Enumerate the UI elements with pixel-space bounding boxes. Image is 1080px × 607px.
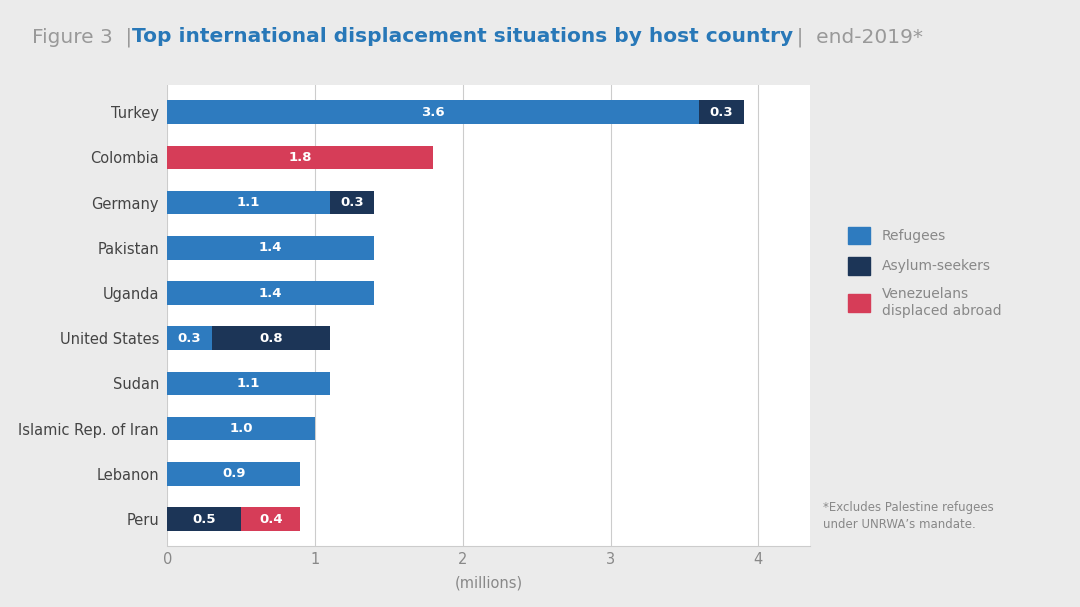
Text: Figure 3  |: Figure 3 | xyxy=(32,27,146,47)
Bar xyxy=(167,462,300,486)
Bar xyxy=(699,100,743,124)
Text: 0.5: 0.5 xyxy=(192,513,216,526)
Text: *Excludes Palestine refugees
under UNRWA’s mandate.: *Excludes Palestine refugees under UNRWA… xyxy=(823,501,994,531)
Legend: Refugees, Asylum-seekers, Venezuelans
displaced abroad: Refugees, Asylum-seekers, Venezuelans di… xyxy=(842,221,1007,323)
Bar xyxy=(167,236,374,260)
Bar xyxy=(329,191,374,214)
Text: 0.3: 0.3 xyxy=(710,106,733,118)
Text: 0.3: 0.3 xyxy=(340,196,364,209)
Bar xyxy=(212,327,329,350)
Text: 3.6: 3.6 xyxy=(421,106,445,118)
Bar xyxy=(241,507,300,531)
Text: Top international displacement situations by host country: Top international displacement situation… xyxy=(132,27,793,46)
Bar xyxy=(167,371,329,395)
Text: |  end-2019*: | end-2019* xyxy=(784,27,923,47)
Text: 0.9: 0.9 xyxy=(222,467,245,480)
Bar xyxy=(167,146,433,169)
Bar xyxy=(167,191,329,214)
Text: 1.4: 1.4 xyxy=(259,287,283,299)
Bar xyxy=(167,507,241,531)
Text: 0.4: 0.4 xyxy=(259,513,283,526)
Bar xyxy=(167,281,374,305)
Text: 0.8: 0.8 xyxy=(259,332,283,345)
Text: 1.0: 1.0 xyxy=(230,422,253,435)
Text: 0.3: 0.3 xyxy=(178,332,201,345)
Text: 1.4: 1.4 xyxy=(259,242,283,254)
Bar xyxy=(167,100,699,124)
Text: 1.1: 1.1 xyxy=(237,196,260,209)
Text: 1.8: 1.8 xyxy=(288,151,312,164)
Bar xyxy=(167,417,315,441)
X-axis label: (millions): (millions) xyxy=(455,575,523,590)
Bar xyxy=(167,327,212,350)
Text: 1.1: 1.1 xyxy=(237,377,260,390)
